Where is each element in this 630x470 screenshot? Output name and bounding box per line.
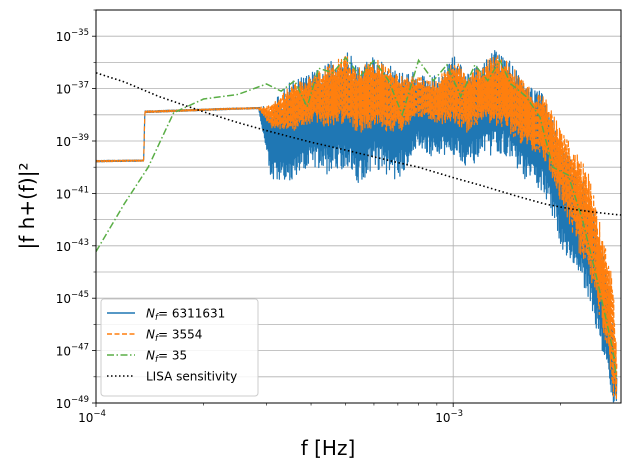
legend: Nf= 6311631 Nf= 3554 Nf= 35 LISA sensitivit… xyxy=(100,298,259,397)
x-axis-label: f [Hz] xyxy=(301,436,356,460)
y-tick-label-5: 10−45 xyxy=(56,290,89,306)
y-tick-label-3: 10−41 xyxy=(56,185,89,201)
legend-box xyxy=(100,298,259,397)
legend-label-0: Nf= 6311631 xyxy=(146,307,225,324)
legend-label-1: Nf= 3554 xyxy=(146,328,202,345)
axis-ticks: 10−4 10−3 10−35 10−37 10−39 10−41 10−43 10−45 10… xyxy=(56,9,562,425)
series-line-1 xyxy=(96,55,618,401)
series-line-2 xyxy=(96,56,617,377)
y-tick-label-1: 10−37 xyxy=(56,81,89,97)
y-tick-label-0: 10−35 xyxy=(56,28,89,44)
legend-label-3: LISA sensitivity xyxy=(146,370,237,384)
series-line-3 xyxy=(96,72,621,216)
x-tick-label-1: 10−3 xyxy=(435,409,463,425)
y-tick-label-2: 10−39 xyxy=(56,133,89,149)
legend-label-2: Nf= 35 xyxy=(146,349,187,366)
y-axis-label: |f h+(f)|² xyxy=(15,163,39,250)
x-tick-label-0: 10−4 xyxy=(78,409,106,425)
plot-frame xyxy=(95,9,622,404)
y-tick-label-7: 10−49 xyxy=(56,395,89,411)
series-layer xyxy=(96,49,621,403)
y-tick-label-4: 10−43 xyxy=(56,238,89,254)
y-tick-label-6: 10−47 xyxy=(56,343,89,359)
